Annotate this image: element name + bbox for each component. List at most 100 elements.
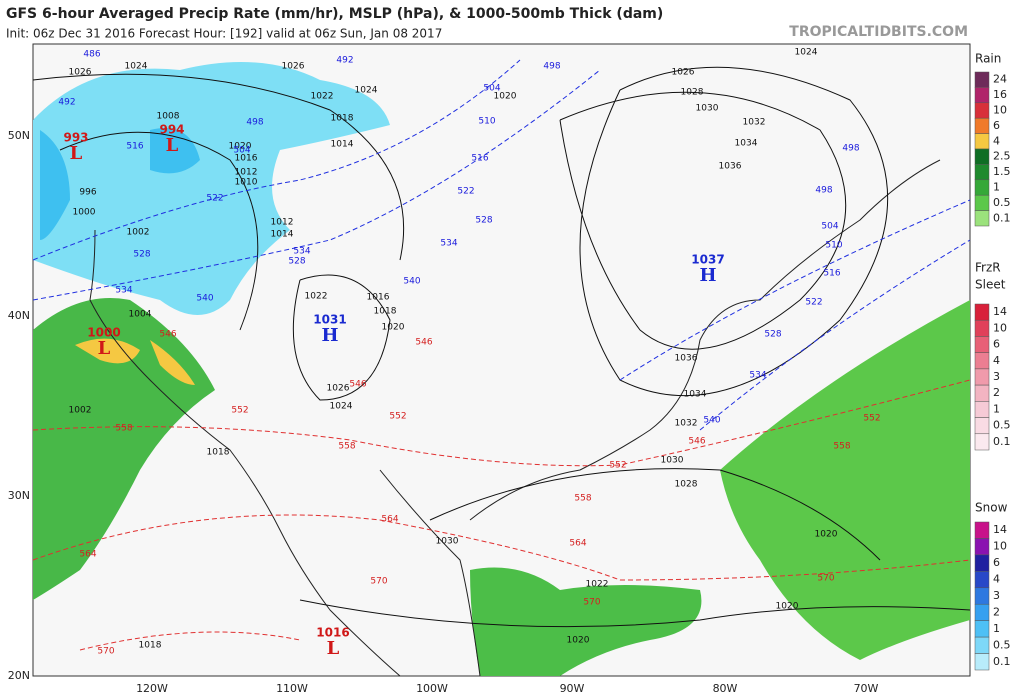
lat-label: 50N xyxy=(8,129,30,142)
isobar-label: 1002 xyxy=(127,228,150,238)
isobar-label: 1020 xyxy=(382,323,405,333)
thickness-label: 504 xyxy=(821,222,838,232)
isobar-label: 1036 xyxy=(719,162,742,172)
isobar-label: 1026 xyxy=(282,62,305,72)
thickness-label: 498 xyxy=(815,186,832,196)
legend-swatch xyxy=(974,433,990,451)
legend-label: 0.5 xyxy=(993,196,1011,209)
pressure-letter: L xyxy=(70,143,83,164)
isobar-label: 1018 xyxy=(207,448,230,458)
legend-swatch xyxy=(974,554,990,572)
warm-thickness-label: 558 xyxy=(833,442,850,452)
isobar-label: 1026 xyxy=(672,68,695,78)
thickness-label: 516 xyxy=(823,269,840,279)
pressure-value: 1016 xyxy=(316,626,349,640)
pressure-letter: L xyxy=(327,638,340,659)
warm-thickness-label: 558 xyxy=(338,442,355,452)
legend-swatch xyxy=(974,336,990,353)
legend-swatch xyxy=(974,319,990,337)
warm-thickness-label: 564 xyxy=(569,539,586,549)
thickness-label: 492 xyxy=(58,98,75,108)
thickness-label: 516 xyxy=(471,154,488,164)
legend-swatch xyxy=(974,636,990,654)
isobar-label: 1030 xyxy=(696,104,719,114)
legend-swatch xyxy=(974,164,990,181)
lon-label: 100W xyxy=(416,682,448,695)
site-credit: TROPICALTIDBITS.COM xyxy=(789,24,968,40)
isobar-label: 1034 xyxy=(735,139,758,149)
pressure-value: 1031 xyxy=(313,313,346,327)
legend-label: 0.5 xyxy=(993,638,1011,651)
warm-thickness-label: 570 xyxy=(583,598,600,608)
thickness-label: 486 xyxy=(83,50,100,60)
isobar-label: 1026 xyxy=(327,384,350,394)
isobar-label: 1010 xyxy=(235,178,258,188)
legend-swatch xyxy=(974,538,990,556)
isobar-label: 1014 xyxy=(331,140,354,150)
thickness-label: 534 xyxy=(293,247,310,257)
warm-thickness-label: 558 xyxy=(574,494,591,504)
legend-swatch xyxy=(974,587,990,605)
legend-label: 6 xyxy=(993,119,1000,132)
legend-swatch xyxy=(974,417,990,435)
legend-swatch xyxy=(974,102,990,119)
legend-swatch xyxy=(974,194,990,211)
isobar-label: 1022 xyxy=(311,92,334,102)
thickness-warm xyxy=(32,379,971,651)
thickness-label: 504 xyxy=(233,146,250,156)
isobar-label: 996 xyxy=(79,188,96,198)
legend-label: 14 xyxy=(993,523,1007,536)
isobar-label: 1026 xyxy=(69,68,92,78)
pressure-value: 1000 xyxy=(87,326,120,340)
isobar-label: 1002 xyxy=(69,406,92,416)
isobar-label: 1024 xyxy=(125,62,148,72)
legend-swatch xyxy=(974,384,990,402)
warm-thickness-label: 564 xyxy=(381,515,398,525)
isobar-label: 1020 xyxy=(494,92,517,102)
thickness-label: 498 xyxy=(543,62,560,72)
legend-swatch xyxy=(974,117,990,134)
legend-swatch xyxy=(974,71,990,88)
isobar-label: 1016 xyxy=(235,154,258,164)
thickness-label: 528 xyxy=(475,216,492,226)
thickness-label: 528 xyxy=(764,330,781,340)
legend-swatch xyxy=(974,368,990,386)
warm-thickness-label: 546 xyxy=(688,437,705,447)
isobar-label: 1012 xyxy=(271,218,294,228)
pressure-letter: L xyxy=(166,135,179,156)
pressure-letter: H xyxy=(321,325,338,346)
subtitle: Init: 06z Dec 31 2016 Forecast Hour: [19… xyxy=(6,27,442,41)
isobar-label: 1016 xyxy=(367,293,390,303)
isobar-label: 1018 xyxy=(139,641,162,651)
isobar-label: 1024 xyxy=(795,48,818,58)
pressure-value: 994 xyxy=(159,123,184,137)
pressure-value: 993 xyxy=(63,131,88,145)
warm-thickness-label: 558 xyxy=(115,424,132,434)
isobar-label: 1012 xyxy=(235,168,258,178)
thickness-label: 534 xyxy=(115,286,132,296)
lat-label: 30N xyxy=(8,489,30,502)
thickness-label: 522 xyxy=(805,298,822,308)
thickness-label: 534 xyxy=(749,371,766,381)
isobar-label: 1024 xyxy=(355,86,378,96)
isobar-label: 1014 xyxy=(271,230,294,240)
warm-thickness-label: 552 xyxy=(863,414,880,424)
warm-thickness-label: 570 xyxy=(370,577,387,587)
lon-label: 120W xyxy=(136,682,168,695)
rain-area-gulf xyxy=(470,567,702,676)
snow-heavy xyxy=(40,128,200,240)
legend-label: 10 xyxy=(993,540,1007,553)
legend-label: 10 xyxy=(993,321,1007,334)
thickness-label: 528 xyxy=(288,257,305,267)
legend-label: 1 xyxy=(993,402,1000,415)
warm-thickness-label: 570 xyxy=(97,647,114,657)
legend-swatch xyxy=(974,571,990,589)
isobar-label: 1022 xyxy=(305,292,328,302)
legend-swatch xyxy=(974,87,990,104)
lon-label: 80W xyxy=(713,682,738,695)
legend-title: Rain xyxy=(975,52,1001,66)
isobar-label: 1022 xyxy=(586,580,609,590)
legend-label: 3 xyxy=(993,589,1000,602)
pressure-letter: L xyxy=(98,338,111,359)
